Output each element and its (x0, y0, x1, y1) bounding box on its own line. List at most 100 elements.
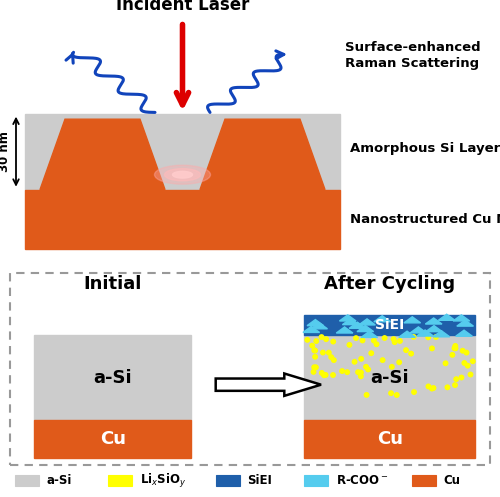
Point (322, 371, 330, 379)
Point (308, 341, 316, 349)
Point (387, 389, 395, 397)
Polygon shape (456, 330, 472, 336)
Point (395, 358, 403, 366)
Point (460, 359, 468, 367)
Point (310, 346, 318, 354)
Bar (108, 475, 132, 487)
Bar (218, 379, 282, 391)
Point (432, 333, 440, 341)
Point (329, 337, 337, 345)
Polygon shape (336, 327, 353, 333)
Point (430, 384, 438, 392)
Point (312, 363, 320, 371)
Text: a-Si: a-Si (46, 474, 72, 488)
Text: R-COO$^-$: R-COO$^-$ (336, 474, 388, 488)
Text: Cu: Cu (444, 474, 460, 488)
FancyArrow shape (216, 374, 321, 396)
Point (462, 348, 470, 356)
Point (452, 344, 460, 352)
Point (318, 369, 326, 377)
Point (311, 353, 319, 361)
Point (428, 344, 436, 352)
Point (329, 371, 337, 379)
Point (364, 365, 372, 373)
Text: Li$_x$SiO$_y$: Li$_x$SiO$_y$ (140, 472, 186, 490)
Polygon shape (426, 318, 442, 324)
Point (428, 385, 436, 393)
Text: Nanostructured Cu Mesh: Nanostructured Cu Mesh (350, 213, 500, 226)
Point (330, 356, 338, 364)
Text: Amorphous Si Layer: Amorphous Si Layer (350, 143, 500, 156)
Polygon shape (349, 322, 366, 329)
Point (424, 383, 432, 391)
Point (357, 355, 365, 363)
Bar (34, 420, 191, 458)
Point (354, 368, 362, 376)
Polygon shape (40, 119, 165, 189)
Point (393, 391, 401, 399)
Point (452, 375, 460, 383)
Point (362, 363, 370, 371)
Point (464, 362, 471, 370)
Polygon shape (357, 326, 374, 331)
Ellipse shape (164, 168, 200, 181)
Polygon shape (457, 320, 473, 326)
Ellipse shape (172, 171, 193, 178)
Point (346, 341, 354, 349)
Point (466, 371, 474, 379)
Polygon shape (417, 330, 434, 336)
Text: SiEI: SiEI (248, 474, 272, 488)
Bar (25, 114, 340, 189)
Text: Initial: Initial (84, 275, 142, 293)
Polygon shape (340, 315, 356, 321)
Point (322, 335, 330, 343)
Bar (304, 475, 328, 487)
Text: Surface-enhanced
Raman Scattering: Surface-enhanced Raman Scattering (345, 41, 480, 70)
Point (451, 381, 459, 389)
Point (362, 391, 370, 399)
Polygon shape (398, 331, 415, 337)
Polygon shape (453, 315, 469, 321)
Bar (10, 273, 490, 465)
Text: Incident Laser: Incident Laser (116, 0, 249, 13)
Point (450, 344, 458, 352)
Bar (25, 189, 340, 249)
Polygon shape (438, 314, 455, 320)
Point (372, 340, 380, 348)
Point (452, 342, 460, 350)
Text: a-Si: a-Si (94, 369, 132, 387)
Point (319, 348, 327, 356)
Text: SiEI: SiEI (375, 319, 404, 332)
Text: 30 nm: 30 nm (0, 131, 11, 172)
Text: a-Si: a-Si (370, 369, 409, 387)
Polygon shape (410, 327, 426, 333)
Point (320, 371, 328, 379)
Point (357, 369, 365, 377)
Point (311, 346, 319, 354)
Point (390, 335, 398, 343)
Polygon shape (404, 317, 420, 323)
Polygon shape (342, 319, 359, 325)
Polygon shape (426, 326, 442, 331)
Point (396, 337, 404, 345)
Point (325, 349, 333, 357)
Point (410, 388, 418, 396)
Point (378, 356, 386, 364)
Bar (304, 335, 476, 420)
Point (338, 367, 346, 375)
Point (318, 333, 326, 341)
Text: Cu: Cu (100, 430, 126, 448)
Bar (15, 475, 40, 487)
Point (310, 363, 318, 371)
Polygon shape (433, 331, 450, 337)
Point (402, 346, 410, 354)
Point (357, 372, 365, 380)
Bar (216, 475, 240, 487)
Bar (412, 475, 436, 487)
Point (424, 333, 432, 341)
Point (407, 350, 415, 358)
Text: Cu: Cu (376, 430, 402, 448)
Text: After Cycling: After Cycling (324, 275, 455, 293)
Polygon shape (311, 323, 328, 329)
Point (390, 338, 398, 346)
